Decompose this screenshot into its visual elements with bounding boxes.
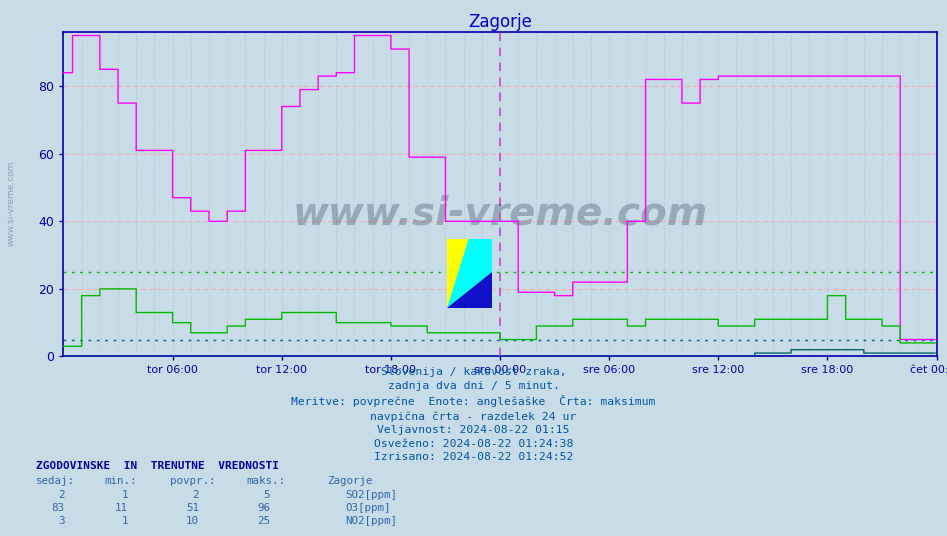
Text: ZGODOVINSKE  IN  TRENUTNE  VREDNOSTI: ZGODOVINSKE IN TRENUTNE VREDNOSTI bbox=[36, 461, 279, 471]
Text: 1: 1 bbox=[121, 516, 128, 526]
Text: min.:: min.: bbox=[104, 476, 136, 486]
Text: 2: 2 bbox=[192, 490, 199, 501]
Text: SO2[ppm]: SO2[ppm] bbox=[346, 490, 398, 501]
Text: Zagorje: Zagorje bbox=[327, 476, 372, 486]
Text: maks.:: maks.: bbox=[246, 476, 285, 486]
Title: Zagorje: Zagorje bbox=[468, 13, 532, 31]
Text: O3[ppm]: O3[ppm] bbox=[346, 503, 391, 513]
Text: 10: 10 bbox=[186, 516, 199, 526]
Text: 1: 1 bbox=[121, 490, 128, 501]
Polygon shape bbox=[447, 239, 469, 308]
Text: 25: 25 bbox=[257, 516, 270, 526]
Text: NO2[ppm]: NO2[ppm] bbox=[346, 516, 398, 526]
Polygon shape bbox=[447, 272, 492, 308]
Text: Slovenija / kakovost zraka,
zadnja dva dni / 5 minut.
Meritve: povprečne  Enote:: Slovenija / kakovost zraka, zadnja dva d… bbox=[292, 367, 655, 463]
Text: 2: 2 bbox=[58, 490, 64, 501]
Text: www.si-vreme.com: www.si-vreme.com bbox=[293, 195, 707, 233]
Text: sedaj:: sedaj: bbox=[36, 476, 75, 486]
Polygon shape bbox=[447, 239, 492, 308]
Text: 3: 3 bbox=[58, 516, 64, 526]
Text: 83: 83 bbox=[51, 503, 64, 513]
Text: www.si-vreme.com: www.si-vreme.com bbox=[7, 161, 16, 247]
Text: 51: 51 bbox=[186, 503, 199, 513]
Text: povpr.:: povpr.: bbox=[170, 476, 216, 486]
Text: 5: 5 bbox=[263, 490, 270, 501]
Text: 11: 11 bbox=[115, 503, 128, 513]
Text: 96: 96 bbox=[257, 503, 270, 513]
